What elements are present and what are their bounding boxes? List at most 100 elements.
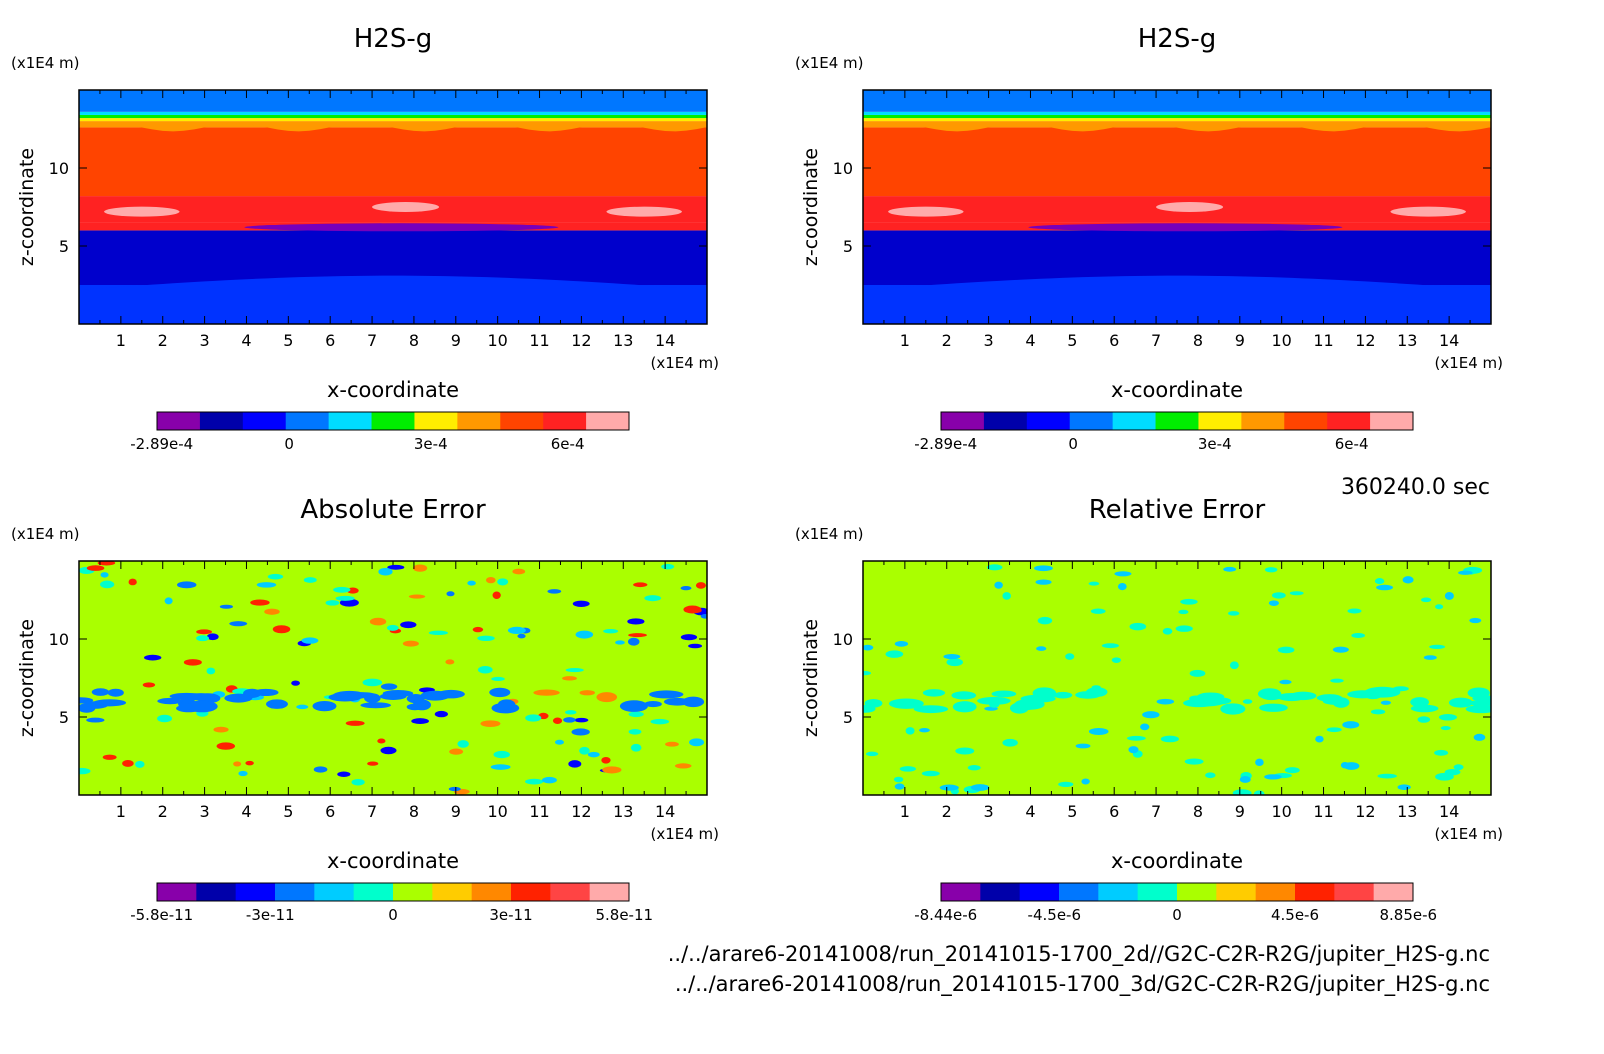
error-speckle [176,581,197,589]
error-speckle [184,693,218,701]
error-speckle [497,699,516,710]
error-speckle [408,594,426,599]
error-speckle [449,748,464,755]
colorbar-swatch [589,883,630,901]
x-tick-label: 3 [200,331,210,350]
colorbar-swatch [941,883,981,901]
error-speckle [253,688,279,697]
y-tick-label: 5 [843,708,853,727]
error-speckle [571,728,590,736]
colorbar-swatch [941,412,985,430]
colorbar-swatch [1155,412,1199,430]
x-tick-label: 1 [116,802,126,821]
error-speckle [1279,679,1292,685]
colorbar-tick-label: 8.85e-6 [1379,906,1437,924]
x-tick-label: 10 [1271,331,1291,350]
x-axis-label: x-coordinate [1111,378,1243,402]
error-speckle [213,726,229,733]
error-speckle [135,760,145,768]
error-speckle [547,589,562,594]
error-speckle [1453,764,1464,771]
error-speckle [1429,644,1446,650]
colorbar-swatch [983,412,1028,430]
error-speckle [345,720,365,726]
error-speckle [1227,611,1240,616]
x-tick-label: 12 [1355,802,1375,821]
x-tick-label: 5 [283,802,293,821]
error-speckle [412,564,428,572]
colorbar-tick-label: 6e-4 [1335,435,1369,453]
field-region-max [1156,202,1224,212]
error-speckle [486,576,496,584]
error-speckle [303,577,317,583]
x-tick-label: 4 [1025,802,1035,821]
y-tick-label: 5 [843,237,853,256]
error-speckle [107,688,124,697]
error-speckle [1128,746,1139,754]
y-unit-label: (x1E4 m) [11,54,80,72]
x-unit-label: (x1E4 m) [650,825,719,843]
error-speckle [991,690,1017,698]
x-tick-label: 2 [942,331,952,350]
error-speckle [448,786,461,792]
colorbar-swatch [1069,412,1114,430]
error-speckle [863,671,872,676]
error-speckle [256,582,277,588]
error-speckle [91,688,110,696]
error-speckle [575,630,594,639]
error-speckle [574,717,589,723]
error-speckle [1184,758,1204,765]
error-speckle [661,563,675,570]
colorbar-swatch [543,412,587,430]
error-speckle [700,614,707,619]
field-band [79,118,707,122]
x-tick-label: 12 [1355,331,1375,350]
colorbar-swatch [328,412,373,430]
x-tick-label: 4 [241,331,251,350]
x-axis-label: x-coordinate [327,849,459,873]
colorbar-tick-label: 4.5e-6 [1271,906,1319,924]
x-tick-label: 10 [487,802,507,821]
colorbar-tick-label: -2.89e-4 [914,435,977,453]
colorbar-swatch [1019,883,1060,901]
error-speckle [1435,772,1454,781]
error-speckle [1065,653,1075,660]
error-speckle [587,751,600,758]
y-unit-label: (x1E4 m) [11,525,80,543]
y-tick-label: 10 [833,630,853,649]
error-speckle [489,687,511,698]
colorbar-swatch [1327,412,1371,430]
error-speckle [1189,669,1206,677]
error-speckle [291,680,300,686]
error-speckle [1330,678,1344,683]
x-tick-label: 8 [409,331,419,350]
error-speckle [1002,738,1018,747]
colorbar-tick-label: 3e-4 [1198,435,1232,453]
x-tick-label: 13 [1397,331,1417,350]
error-speckle [1053,691,1073,699]
error-speckle [1473,733,1486,741]
colorbar-swatch [353,883,394,901]
timestamp-label: 360240.0 sec [1340,475,1490,500]
error-speckle [196,629,213,635]
error-speckle [517,633,526,639]
error-speckle [1034,565,1053,572]
y-unit-label: (x1E4 m) [795,525,864,543]
chart-title: Absolute Error [300,495,486,525]
error-speckle [579,746,590,755]
error-speckle [894,641,909,647]
error-speckle [1162,627,1173,635]
y-axis-label: z-coordinate [16,148,38,266]
error-speckle [335,595,355,601]
error-speckle [986,564,1003,571]
x-tick-label: 5 [283,331,293,350]
y-axis-label: z-coordinate [800,148,822,266]
error-speckle [680,585,692,591]
error-speckle [1239,776,1251,783]
error-speckle [512,568,526,575]
error-speckle [1037,616,1053,625]
error-speckle [627,618,645,625]
